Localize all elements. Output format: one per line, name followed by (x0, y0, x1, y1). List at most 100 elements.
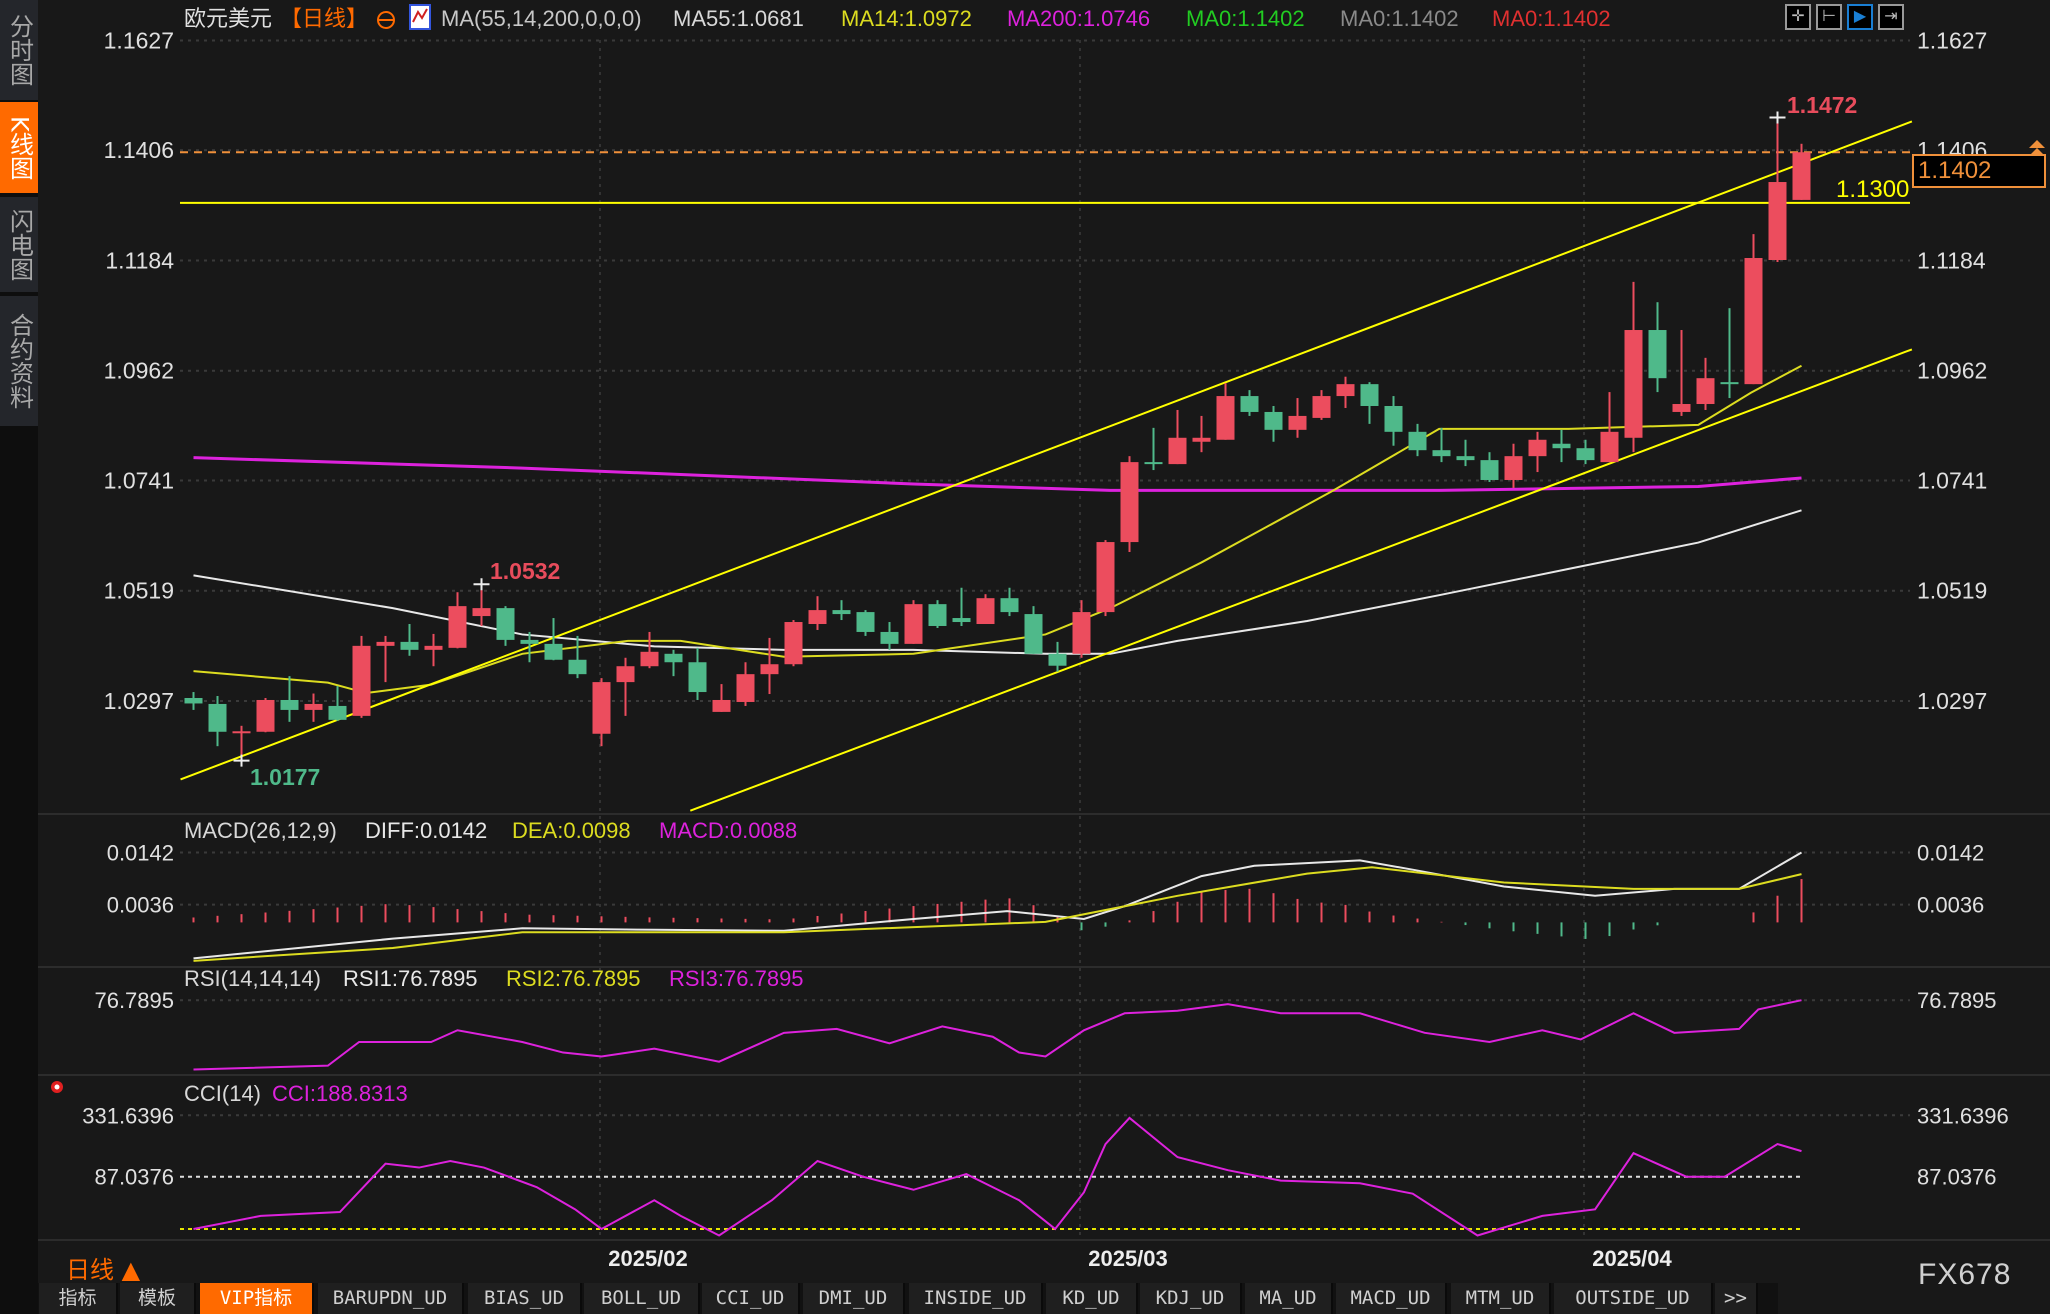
candle-body (1312, 396, 1331, 418)
export-icon[interactable]: ⇥ (1878, 4, 1904, 30)
candle-body (1456, 456, 1475, 461)
candle-body (592, 682, 611, 734)
current-price-box: 1.1402 (1912, 154, 2046, 188)
candle-body (1576, 448, 1595, 461)
candle (712, 684, 731, 712)
candle-body (472, 608, 491, 617)
ma-params: MA(55,14,200,0,0,0) (441, 6, 642, 31)
add-icon[interactable] (377, 11, 395, 29)
rsi-tick-left: 76.7895 (94, 988, 174, 1013)
candle (1216, 383, 1235, 440)
macd-tick-right: 0.0142 (1917, 840, 1984, 865)
level-label: 1.1300 (1836, 176, 1909, 203)
macd-hist-value: MACD:0.0088 (659, 818, 797, 843)
sidebar-item-flash[interactable]: 闪电图 (0, 197, 38, 292)
more-tabs-button[interactable]: >> (1715, 1283, 1758, 1314)
candle-body (1336, 384, 1355, 397)
range-icon[interactable]: ⊢ (1816, 4, 1842, 30)
crosshair-icon[interactable]: ✛ (1785, 4, 1811, 30)
candle (376, 635, 395, 683)
candle-body (616, 666, 635, 683)
candle (1528, 431, 1547, 473)
macd-tick-left: 0.0036 (107, 893, 174, 918)
candle (1024, 606, 1043, 654)
candle (1072, 600, 1091, 658)
candle (1192, 415, 1211, 453)
sidebar-item-kline[interactable]: K线图 (0, 102, 38, 193)
cci-legend: CCI(14) CCI:188.8313 (51, 1081, 408, 1106)
candle-body (1624, 330, 1643, 438)
candle (1456, 439, 1475, 467)
candle (688, 647, 707, 700)
price-tick-right: 1.1184 (1917, 247, 1986, 273)
tab-dmi_ud[interactable]: DMI_UD (803, 1283, 905, 1314)
tab-boll_ud[interactable]: BOLL_UD (584, 1283, 700, 1314)
rsi2-value: RSI2:76.7895 (506, 966, 641, 991)
candle (736, 662, 755, 706)
tab-vip指标[interactable]: VIP指标 (200, 1283, 314, 1314)
play-icon[interactable]: ▶ (1847, 4, 1873, 30)
candle (1240, 390, 1259, 416)
candle (424, 633, 443, 667)
rsi-legend: RSI(14,14,14) RSI1:76.7895 RSI2:76.7895 … (184, 966, 804, 991)
period-label[interactable]: 【日线】 (280, 6, 368, 31)
candle-body (1648, 330, 1667, 379)
cci-line (193, 1116, 1802, 1237)
ma0-value-red: MA0:1.1402 (1492, 6, 1611, 31)
candle-body (880, 631, 899, 644)
tab-inside_ud[interactable]: INSIDE_UD (909, 1283, 1043, 1314)
date-label: 2025/04 (1592, 1246, 1672, 1271)
candle-body (784, 622, 803, 665)
date-label: 2025/03 (1088, 1246, 1168, 1271)
candle (832, 600, 851, 621)
candle (184, 692, 203, 710)
candle (1048, 641, 1067, 672)
cci-tick-left: 87.0376 (94, 1165, 174, 1190)
candle-body (424, 645, 443, 650)
candle-body (1600, 431, 1619, 463)
candle (928, 600, 947, 628)
indicator-chart-icon[interactable] (409, 4, 431, 30)
candle (1480, 452, 1499, 482)
macd-diff-value: DIFF:0.0142 (365, 818, 487, 843)
sidebar-item-contract-info[interactable]: 合约资料 (0, 296, 38, 426)
candle (952, 587, 971, 626)
candle (808, 596, 827, 630)
tab-ma_ud[interactable]: MA_UD (1245, 1283, 1333, 1314)
tab-指标[interactable]: 指标 (39, 1283, 118, 1314)
period-selector[interactable]: 日线 ▲ (66, 1250, 140, 1285)
sidebar-item-timeshare[interactable]: 分时图 (0, 0, 38, 100)
candle (400, 624, 419, 656)
price-tick-left: 1.1184 (105, 247, 174, 273)
candle-body (1768, 182, 1787, 260)
tab-barupdn_ud[interactable]: BARUPDN_UD (318, 1283, 464, 1314)
settings-dot-icon[interactable] (51, 1081, 63, 1093)
macd-tick-right: 0.0036 (1917, 893, 1984, 918)
tab-mtm_ud[interactable]: MTM_UD (1451, 1283, 1551, 1314)
candle (880, 622, 899, 650)
tab-kdj_ud[interactable]: KDJ_UD (1140, 1283, 1242, 1314)
ma55-value: MA55:1.0681 (673, 6, 804, 31)
cci-title: CCI(14) (184, 1081, 261, 1106)
candle-body (1696, 378, 1715, 405)
tab-模板[interactable]: 模板 (120, 1283, 196, 1314)
candle-body (1240, 396, 1259, 412)
candle-body (232, 731, 251, 734)
price-tick-left: 1.0519 (104, 578, 174, 604)
candle (1336, 376, 1355, 408)
candle (496, 606, 515, 646)
candle (1432, 427, 1451, 463)
tab-macd_ud[interactable]: MACD_UD (1336, 1283, 1447, 1314)
extreme-marker (233, 754, 250, 767)
tab-kd_ud[interactable]: KD_UD (1046, 1283, 1138, 1314)
candle (784, 620, 803, 667)
cci-tick-left: 331.6396 (82, 1103, 174, 1128)
tab-cci_ud[interactable]: CCI_UD (702, 1283, 800, 1314)
tab-bias_ud[interactable]: BIAS_UD (468, 1283, 582, 1314)
candle (1408, 423, 1427, 457)
macd-dea-value: DEA:0.0098 (512, 818, 631, 843)
candle (1768, 117, 1787, 262)
candle-body (976, 598, 995, 625)
tab-outside_ud[interactable]: OUTSIDE_UD (1554, 1283, 1713, 1314)
